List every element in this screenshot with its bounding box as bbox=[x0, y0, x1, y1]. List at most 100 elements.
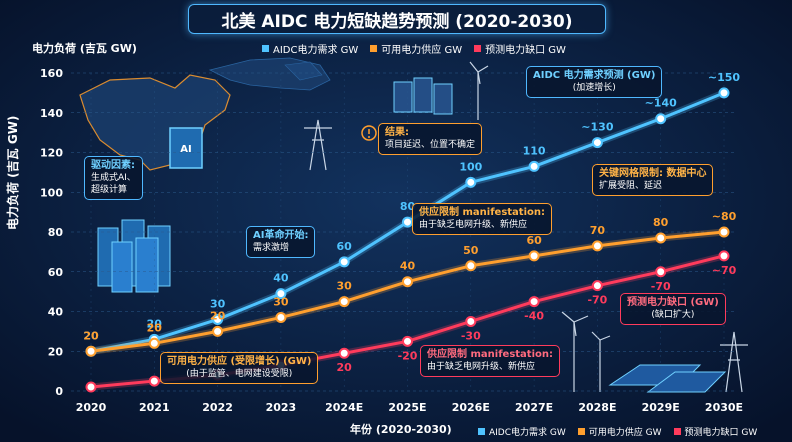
data-label-supply: ~80 bbox=[712, 210, 737, 223]
y-tick-label: 40 bbox=[48, 306, 64, 319]
data-label-supply: 20 bbox=[210, 309, 226, 322]
data-label-demand: 100 bbox=[459, 160, 482, 173]
point-gap bbox=[402, 335, 413, 347]
annotation-supply-limit-lower-title: 供应限制 manifestation: bbox=[427, 349, 554, 360]
y-unit-label: 电力负荷 (吉瓦 GW) bbox=[32, 42, 137, 55]
annotation-drivers-line-2: 超级计算 bbox=[91, 185, 128, 195]
data-label-gap: -70 bbox=[587, 294, 607, 307]
annotation-drivers-title: 驱动因素: bbox=[91, 160, 135, 171]
chart-title: 北美 AIDC 电力短缺趋势预测 (2020-2030) bbox=[188, 4, 606, 34]
data-label-supply: 80 bbox=[653, 216, 669, 229]
point-demand bbox=[718, 87, 730, 99]
y-tick-label: 80 bbox=[48, 226, 64, 239]
point-supply bbox=[85, 345, 97, 357]
annotation-supply-available: 可用电力供应 (受限增长) (GW) (由于监管、电网建设受限) bbox=[160, 352, 319, 384]
annotation-demand-forecast: AIDC 电力需求预测 (GW) (加速增长) bbox=[526, 66, 663, 98]
legend-bottom-label-supply: 可用电力供应 GW bbox=[588, 428, 662, 438]
point-demand bbox=[591, 137, 603, 149]
data-label-demand: 60 bbox=[337, 240, 353, 253]
data-label-supply: 50 bbox=[463, 244, 479, 257]
annotation-ai-revolution-line: 需求激增 bbox=[253, 243, 290, 253]
data-label-demand: 30 bbox=[210, 297, 226, 310]
legend-swatch-gap bbox=[474, 45, 482, 52]
annotation-grid-limit: 关键网格限制: 数据中心 扩展受阻、延迟 bbox=[592, 164, 714, 196]
point-gap bbox=[338, 347, 350, 359]
legend-item-demand: AIDC电力需求 GW bbox=[262, 41, 358, 56]
legend-item-gap: 预测电力缺口 GW bbox=[474, 41, 566, 56]
annotation-gap-forecast-line: (缺口扩大) bbox=[651, 310, 695, 320]
annotation-result-title: 结果: bbox=[385, 127, 409, 138]
x-axis-label: 年份 (2020-2030) bbox=[350, 423, 452, 436]
point-gap bbox=[718, 250, 730, 262]
data-label-gap: 20 bbox=[337, 361, 353, 374]
point-supply bbox=[718, 226, 730, 238]
y-axis-label: 电力负荷 (吉瓦 GW) bbox=[6, 115, 20, 230]
y-tick-label: 100 bbox=[40, 186, 63, 199]
annotation-gap-forecast: 预测电力缺口 (GW) (缺口扩大) bbox=[620, 293, 726, 325]
annotation-supply-limit-lower-line: 由于缺乏电网升级、新供应 bbox=[427, 362, 536, 372]
chart-markers: 202030406080100110~130~140~1502020203030… bbox=[83, 71, 740, 393]
data-label-gap: -30 bbox=[461, 329, 481, 342]
data-label-supply: 70 bbox=[590, 224, 606, 237]
data-label-demand: 110 bbox=[523, 144, 546, 157]
data-label-supply: 30 bbox=[337, 280, 353, 293]
annotation-result-line: 项目延迟、位置不确定 bbox=[385, 140, 476, 150]
x-tick-label: 2022 bbox=[202, 401, 233, 414]
legend-top: AIDC电力需求 GW 可用电力供应 GW 预测电力缺口 GW bbox=[262, 41, 566, 56]
point-gap bbox=[528, 296, 540, 308]
point-supply bbox=[212, 325, 224, 337]
data-label-demand: 80 bbox=[400, 200, 416, 213]
y-tick-label: 140 bbox=[40, 107, 63, 120]
point-supply bbox=[591, 240, 603, 252]
data-label-supply: 40 bbox=[400, 260, 416, 273]
data-label-gap: -70 bbox=[651, 280, 671, 293]
point-supply bbox=[528, 250, 540, 262]
y-tick-label: 0 bbox=[55, 385, 63, 398]
x-tick-label: 2025E bbox=[388, 401, 426, 414]
legend-bottom-label-demand: AIDC电力需求 GW bbox=[489, 428, 566, 438]
point-supply bbox=[655, 232, 667, 244]
x-tick-label: 2027E bbox=[515, 401, 553, 414]
annotation-drivers-line-1: 生成式AI、 bbox=[91, 173, 136, 183]
data-label-supply: 20 bbox=[83, 329, 99, 342]
x-tick-label: 2028E bbox=[578, 401, 616, 414]
data-label-demand: 40 bbox=[273, 272, 289, 285]
x-tick-label: 2021 bbox=[139, 401, 170, 414]
data-label-demand: 20 bbox=[147, 317, 163, 330]
point-supply bbox=[338, 296, 350, 308]
annotation-ai-revolution-title: AI革命开始: bbox=[253, 230, 309, 241]
point-demand bbox=[212, 313, 224, 325]
point-demand bbox=[402, 216, 413, 228]
point-demand bbox=[338, 256, 350, 268]
point-supply bbox=[148, 337, 160, 349]
data-center-icon bbox=[393, 77, 453, 115]
legend-bottom-item-demand: AIDC电力需求 GW bbox=[478, 425, 566, 438]
annotation-demand-forecast-line: (加速增长) bbox=[572, 83, 616, 93]
annotation-supply-available-line: (由于监管、电网建设受限) bbox=[186, 369, 293, 379]
legend-bottom-swatch-supply bbox=[577, 428, 585, 435]
point-demand bbox=[465, 176, 477, 188]
point-gap bbox=[148, 375, 160, 387]
legend-bottom: AIDC电力需求 GW 可用电力供应 GW 预测电力缺口 GW bbox=[478, 425, 757, 438]
legend-bottom-swatch-demand bbox=[478, 428, 485, 435]
legend-swatch-demand bbox=[262, 45, 269, 52]
legend-bottom-label-gap: 预测电力缺口 GW bbox=[684, 428, 758, 438]
x-tick-label: 2029E bbox=[642, 401, 680, 414]
wind-turbine-icon bbox=[469, 61, 611, 392]
annotation-drivers: 驱动因素: 生成式AI、 超级计算 bbox=[84, 156, 143, 200]
data-label-supply: 60 bbox=[526, 234, 542, 247]
x-tick-label: 2026E bbox=[452, 401, 490, 414]
map-illustration bbox=[79, 57, 331, 171]
data-label-supply: 20 bbox=[147, 321, 163, 334]
series-line-supply bbox=[90, 230, 725, 353]
legend-label-gap: 预测电力缺口 GW bbox=[485, 45, 566, 56]
point-supply bbox=[275, 311, 287, 323]
y-tick-label: 160 bbox=[40, 67, 63, 80]
point-gap bbox=[655, 266, 667, 278]
data-label-demand: ~140 bbox=[645, 97, 678, 110]
x-tick-label: 2023 bbox=[266, 401, 297, 414]
annotation-gap-forecast-title: 预测电力缺口 (GW) bbox=[627, 297, 719, 308]
data-label-gap: -20 bbox=[398, 349, 418, 362]
